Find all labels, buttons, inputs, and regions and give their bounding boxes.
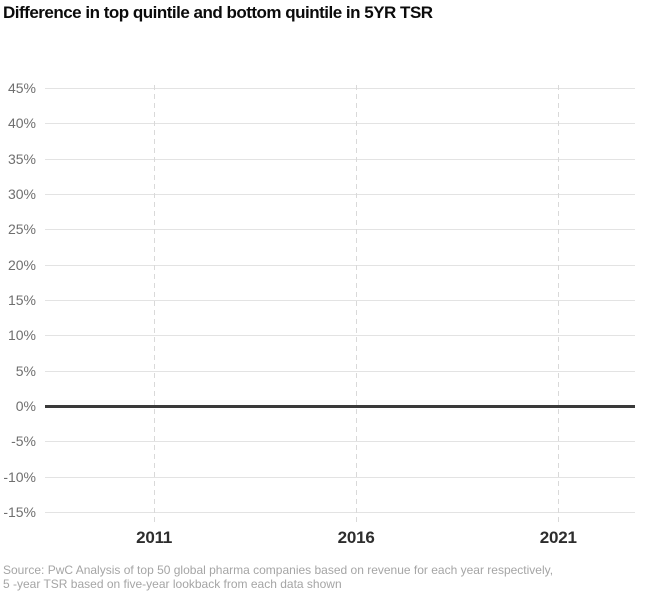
h-gridline	[45, 441, 635, 443]
y-tick-label: 0%	[15, 398, 36, 414]
y-tick-label: -10%	[3, 468, 36, 485]
h-gridline	[45, 88, 635, 89]
y-tick-label: 30%	[7, 186, 36, 202]
h-gridline	[45, 123, 635, 125]
y-axis-labels: 45% 40% 35% 30% 25% 20% 15% 10% 5% 0% -5% -10% -15%	[0, 80, 36, 520]
x-gridline	[356, 85, 358, 526]
x-gridline	[154, 85, 156, 526]
y-tick-label: 40%	[7, 115, 36, 132]
x-tick-label: 2021	[539, 528, 577, 547]
y-tick-label: 20%	[7, 256, 36, 273]
y-tick-label: 35%	[7, 150, 36, 167]
y-tick-label: 10%	[7, 327, 36, 344]
zero-baseline	[45, 405, 635, 408]
h-gridline	[45, 264, 635, 266]
h-gridline	[45, 194, 635, 195]
y-tick-label: -5%	[11, 433, 36, 450]
x-axis-labels: 2011 2016 2021	[45, 528, 635, 548]
y-tick-label: 25%	[7, 221, 36, 238]
y-tick-label: -15%	[3, 504, 36, 520]
h-gridline	[45, 335, 635, 337]
y-tick-label: 45%	[7, 80, 36, 96]
x-tick-label: 2016	[337, 528, 375, 547]
y-tick-label: 5%	[15, 362, 36, 379]
h-gridline	[45, 476, 635, 478]
h-gridline	[45, 300, 635, 301]
x-tick-label: 2011	[136, 528, 173, 547]
chart-title: Difference in top quintile and bottom qu…	[3, 3, 433, 22]
source-line-1: Source: PwC Analysis of top 50 global ph…	[3, 563, 554, 577]
y-tick-label: 15%	[7, 292, 36, 308]
h-gridline	[45, 512, 635, 513]
h-gridline	[45, 229, 635, 231]
plot-area	[45, 85, 635, 526]
h-gridline	[45, 370, 635, 372]
x-gridline	[558, 85, 560, 526]
source-line-2: 5 -year TSR based on five-year lookback …	[3, 577, 342, 591]
source-note: Source: PwC Analysis of top 50 global ph…	[3, 563, 553, 591]
h-gridline	[45, 158, 635, 160]
